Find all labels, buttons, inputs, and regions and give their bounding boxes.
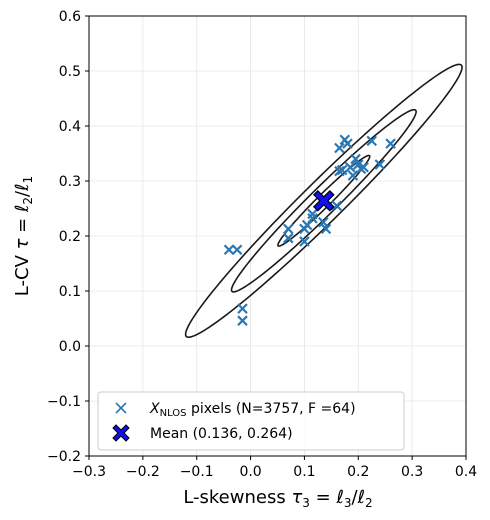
data-point	[282, 232, 294, 244]
data-point	[307, 213, 318, 224]
y-tick-label: 0.3	[59, 174, 81, 190]
data-point	[385, 138, 396, 149]
legend-box	[97, 391, 405, 451]
x-tick-label: −0.3	[72, 464, 106, 480]
x-tick-label: 0.0	[239, 464, 261, 480]
data-point	[342, 138, 353, 149]
y-tick-label: −0.2	[47, 449, 81, 465]
x-tick-label: 0.3	[401, 464, 423, 480]
y-tick-label: 0.1	[59, 284, 81, 300]
axis-ticks: −0.3 −0.2 −0.1 0.0 0.1 0.2 0.3 0.4−0.2−0.10.00.…	[47, 9, 477, 480]
legend-label-mean: Mean (0.136, 0.264)	[150, 426, 293, 442]
data-point	[299, 236, 310, 247]
data-point	[336, 164, 348, 176]
legend: XNLOS pixels (N=3757, F =64) Mean (0.136…	[97, 391, 405, 451]
legend-marker-mean	[112, 424, 130, 442]
scatter-points	[223, 134, 396, 326]
data-point	[374, 159, 386, 170]
legend-label-pixels: XNLOS pixels (N=3757, F =64)	[149, 401, 356, 419]
legend-marker-pixels	[115, 402, 127, 414]
y-axis-title: L-CV τ = ℓ2/ℓ1	[12, 176, 35, 296]
data-point	[237, 315, 248, 326]
data-point	[331, 200, 343, 212]
x-tick-label: −0.1	[180, 464, 214, 480]
data-point	[237, 303, 248, 314]
data-point	[318, 216, 329, 228]
data-point	[320, 223, 332, 235]
y-tick-label: 0.0	[59, 339, 81, 355]
y-tick-label: 0.5	[59, 64, 81, 80]
mean-marker-group	[312, 189, 335, 212]
grid	[88, 15, 467, 457]
y-tick-label: 0.6	[59, 9, 81, 25]
confidence-ellipse	[230, 108, 417, 293]
data-point	[358, 161, 369, 173]
data-point	[334, 142, 345, 154]
confidence-ellipse	[184, 63, 463, 339]
data-point	[307, 208, 318, 220]
data-point	[223, 244, 235, 256]
y-tick-label: 0.2	[59, 229, 81, 245]
mean-marker	[312, 189, 335, 212]
x-tick-label: 0.1	[293, 464, 315, 480]
data-point	[282, 223, 294, 235]
data-point	[350, 153, 361, 165]
x-tick-label: 0.4	[455, 464, 477, 480]
data-point	[334, 165, 345, 177]
y-tick-label: 0.4	[59, 119, 81, 135]
x-tick-label: −0.2	[126, 464, 160, 480]
data-point	[366, 135, 378, 147]
data-point	[344, 161, 356, 173]
y-tick-label: −0.1	[47, 394, 81, 410]
x-tick-label: 0.2	[347, 464, 369, 480]
x-axis-title: L-skewness τ3 = ℓ3/ℓ2	[183, 487, 372, 510]
data-point	[231, 244, 243, 256]
